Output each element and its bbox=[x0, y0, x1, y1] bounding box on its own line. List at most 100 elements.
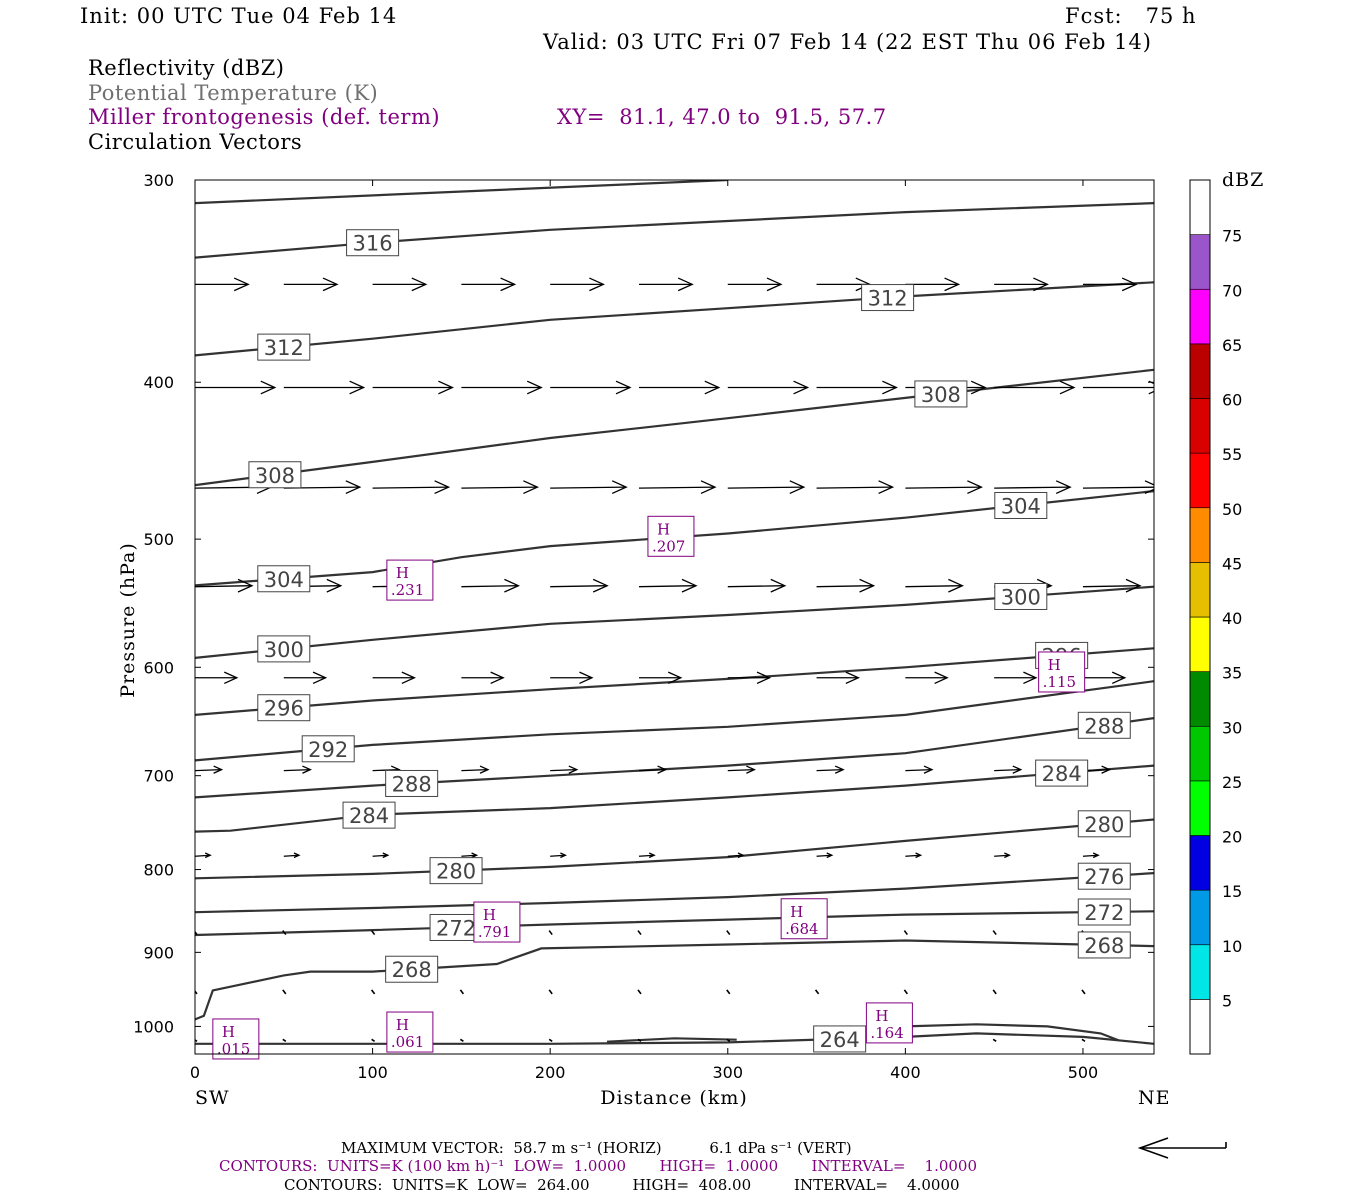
vector-shaft bbox=[727, 486, 804, 489]
circulation-vector bbox=[816, 852, 834, 859]
circulation-vector bbox=[903, 989, 909, 995]
colorbar-segment bbox=[1189, 835, 1211, 891]
circulation-vector bbox=[727, 671, 772, 685]
isentrope-label-box bbox=[385, 769, 439, 797]
vector-head bbox=[766, 277, 783, 292]
vector-shaft bbox=[905, 854, 921, 857]
plot-frame bbox=[194, 179, 1155, 1055]
frontogenesis-max: H.015 bbox=[212, 1018, 260, 1060]
vector-head bbox=[438, 380, 454, 395]
isentrope-label-box bbox=[257, 333, 311, 361]
colorbar-segment bbox=[1189, 671, 1211, 727]
vector-head bbox=[648, 852, 656, 859]
isentrope-label-box bbox=[346, 229, 400, 257]
circulation-vector bbox=[550, 671, 594, 685]
isentrope-label-text: 296 bbox=[264, 697, 304, 721]
vector-head bbox=[657, 765, 668, 774]
circulation-vector bbox=[282, 989, 287, 995]
frontogenesis-max-box bbox=[386, 1011, 434, 1053]
vector-head bbox=[560, 852, 567, 859]
isentrope-label-text: 272 bbox=[436, 916, 476, 940]
colorbar-level-label: 40 bbox=[1222, 609, 1242, 628]
isentrope-label-text: 280 bbox=[436, 860, 476, 884]
isentrope-label: 272 bbox=[1077, 898, 1131, 926]
vector-head bbox=[944, 277, 961, 292]
vector-head bbox=[579, 671, 594, 685]
circulation-vector bbox=[638, 671, 683, 685]
colorbar-level-label: 45 bbox=[1222, 554, 1242, 573]
circulation-vector bbox=[638, 852, 656, 859]
vector-shaft bbox=[283, 854, 300, 857]
isentrope-label-text: 268 bbox=[392, 958, 432, 982]
vector-head bbox=[882, 380, 898, 395]
vector-head bbox=[382, 852, 390, 859]
frontogenesis-max: H.207 bbox=[647, 515, 695, 557]
vector-shaft bbox=[459, 989, 465, 995]
vector-shaft bbox=[816, 854, 832, 857]
vector-head bbox=[237, 578, 254, 593]
vector-shaft bbox=[726, 989, 731, 995]
colorbar-level-label: 35 bbox=[1222, 664, 1242, 683]
vector-shaft bbox=[638, 585, 696, 588]
isentrope-line bbox=[195, 490, 1154, 587]
colorbar-segment bbox=[1189, 288, 1211, 345]
circulation-vector bbox=[726, 989, 731, 995]
circulation-vector bbox=[1082, 578, 1142, 593]
circulation-vector bbox=[372, 671, 416, 685]
frontogenesis-max-box bbox=[473, 901, 521, 943]
colorbar-level-label: 75 bbox=[1222, 227, 1242, 246]
frontogenesis-max-letter: H bbox=[396, 1016, 409, 1034]
circulation-vector bbox=[992, 1038, 997, 1043]
vector-head bbox=[326, 578, 343, 593]
frontogenesis-max-value: .115 bbox=[1043, 673, 1076, 691]
isentrope-label: 304 bbox=[994, 491, 1048, 519]
circulation-vector bbox=[283, 277, 339, 292]
vector-head bbox=[948, 578, 964, 593]
reference-vector-arrow bbox=[1137, 1137, 1227, 1159]
vector-head bbox=[793, 380, 810, 395]
circulation-vector bbox=[727, 380, 810, 395]
vector-shaft bbox=[816, 768, 844, 772]
frontogenesis-max-letter: H bbox=[790, 903, 803, 921]
vector-head bbox=[1059, 380, 1076, 395]
circulation-vector bbox=[638, 277, 694, 292]
circulation-vector bbox=[637, 989, 642, 995]
isentrope-label: 304 bbox=[257, 565, 311, 593]
circulation-vector bbox=[550, 765, 579, 774]
frontogenesis-max: H.164 bbox=[865, 1002, 913, 1044]
circulation-vector bbox=[370, 989, 376, 995]
isentrope-label: 288 bbox=[1077, 711, 1131, 739]
circulation-vector bbox=[548, 930, 553, 936]
colorbar-segment bbox=[1189, 343, 1211, 399]
circulation-vector bbox=[905, 578, 964, 593]
circulation-vector bbox=[637, 1038, 642, 1043]
vector-shaft bbox=[550, 768, 577, 772]
isentrope-label-box bbox=[1077, 810, 1131, 838]
vector-shaft bbox=[638, 486, 715, 489]
isentrope-label-text: 312 bbox=[264, 336, 304, 360]
circulation-vector bbox=[994, 765, 1023, 774]
circulation-vector bbox=[992, 930, 997, 936]
vector-shaft bbox=[992, 930, 997, 936]
frontogenesis-max-letter: H bbox=[222, 1023, 235, 1041]
vector-head bbox=[1144, 480, 1154, 494]
frontogenesis-max-value: .791 bbox=[478, 923, 511, 941]
isentrope-label: 276 bbox=[1077, 862, 1131, 890]
isentrope-label-box bbox=[301, 735, 355, 763]
vector-shaft bbox=[282, 1038, 287, 1043]
vector-head bbox=[1033, 277, 1049, 292]
circulation-vector bbox=[905, 277, 961, 292]
vector-shaft bbox=[195, 585, 253, 588]
legend-circulation-vectors: Circulation Vectors bbox=[88, 130, 303, 154]
circulation-vector bbox=[1082, 380, 1154, 395]
circulation-vector bbox=[195, 765, 224, 774]
vector-shaft bbox=[637, 930, 642, 936]
frontogenesis-max-letter: H bbox=[875, 1007, 888, 1025]
frontogenesis-max-letter: H bbox=[483, 906, 496, 924]
footer-frontogenesis-contours: CONTOURS: UNITS=K (100 km h)⁻¹ LOW= 1.00… bbox=[219, 1157, 978, 1175]
vector-shaft bbox=[637, 989, 642, 995]
isentrope-label: 308 bbox=[248, 461, 302, 489]
vector-shaft bbox=[370, 989, 376, 995]
isentrope-label-text: 268 bbox=[1084, 934, 1124, 958]
vector-head bbox=[1012, 765, 1023, 774]
